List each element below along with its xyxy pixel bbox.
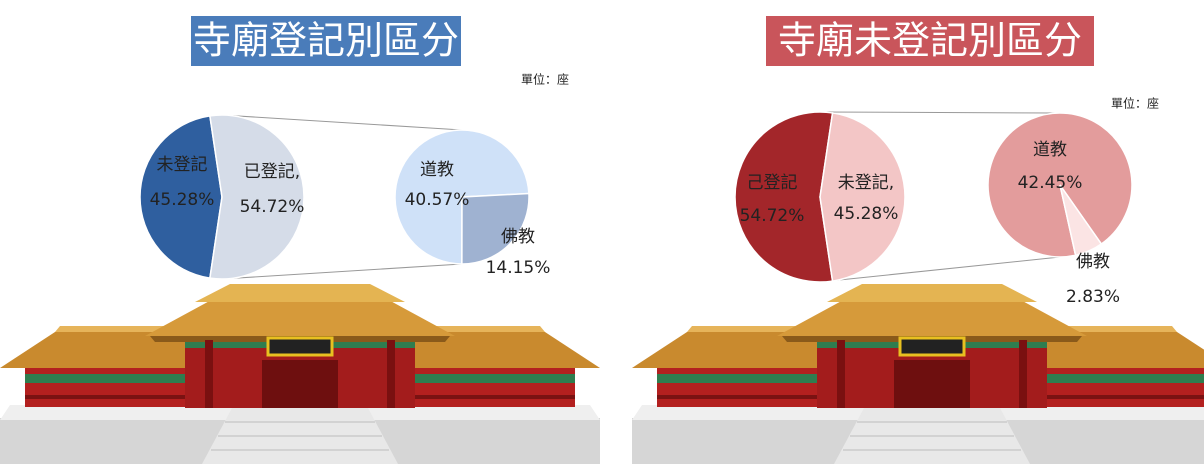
temple-illustration <box>630 282 1204 464</box>
value-label: 40.57% <box>405 190 470 210</box>
pie-slice <box>734 111 834 283</box>
unit-label: 單位：座 <box>1111 96 1159 111</box>
chart-title: 寺廟登記別區分 <box>193 19 459 63</box>
category-label: 道教 <box>1033 140 1067 160</box>
pie-slice <box>819 112 906 282</box>
value-label: 42.45% <box>1018 173 1083 193</box>
category-label: 已登記, <box>244 162 300 182</box>
value-label: 54.72% <box>240 197 305 217</box>
title-box <box>189 14 463 68</box>
connector-line <box>221 263 463 280</box>
category-label: 佛教 <box>1076 252 1110 272</box>
connector-line <box>819 111 1061 114</box>
connector-line <box>221 114 463 131</box>
category-label: 未登記, <box>838 173 894 193</box>
pie-slice <box>461 192 530 265</box>
category-label: 未登記 <box>157 155 208 175</box>
value-label: 14.15% <box>486 258 551 278</box>
pie-slice <box>1059 184 1103 257</box>
chart-title: 寺廟未登記別區分 <box>778 19 1082 63</box>
connector-line <box>819 256 1061 283</box>
title-box <box>764 14 1096 68</box>
category-label: 己登記 <box>747 173 798 193</box>
category-label: 道教 <box>420 160 454 180</box>
value-label: 2.83% <box>1066 287 1120 307</box>
unit-label: 單位：座 <box>521 72 569 87</box>
category-label: 佛教 <box>501 227 535 247</box>
pie-slice <box>139 115 223 279</box>
temple-illustration <box>0 282 602 464</box>
value-label: 45.28% <box>834 204 899 224</box>
value-label: 45.28% <box>150 190 215 210</box>
pie-slice <box>209 114 305 280</box>
value-label: 54.72% <box>740 206 805 226</box>
